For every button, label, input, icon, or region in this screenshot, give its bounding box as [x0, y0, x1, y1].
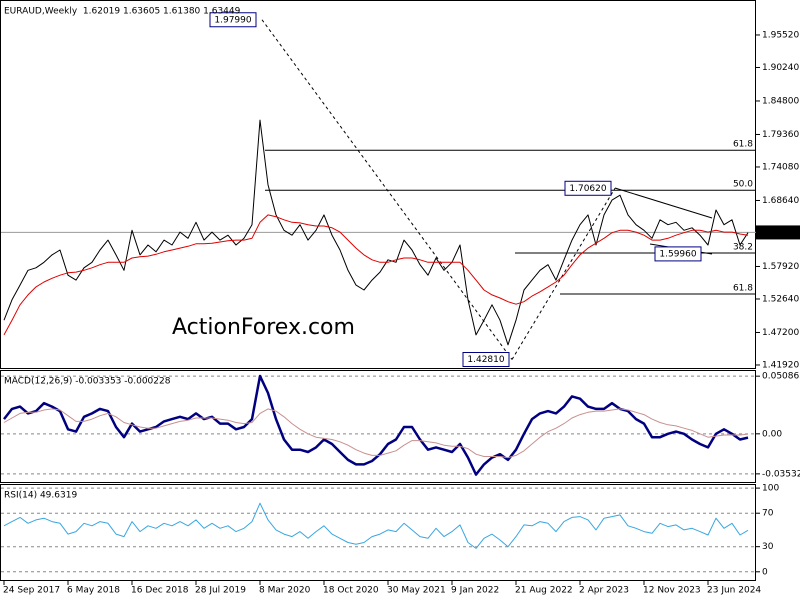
y-tick-label: 100 [762, 484, 779, 494]
y-tick-label: 0 [762, 567, 768, 577]
annotation-box [654, 246, 702, 262]
y-tick-label: 1.57920 [762, 262, 799, 272]
last-price-label: 1.63449 [760, 228, 797, 238]
x-tick-label: 16 Dec 2018 [131, 586, 189, 596]
y-tick-label: 1.52640 [762, 294, 799, 304]
y-tick-label: 1.68640 [762, 196, 799, 206]
panel-title: EURAUD,Weekly 1.62019 1.63605 1.61380 1.… [4, 7, 241, 17]
fib-level-label: 50.0 [733, 180, 753, 190]
y-tick-label: -0.035322 [762, 469, 800, 479]
series-line [3, 119, 749, 346]
annotation-label: 1.70620 [569, 184, 606, 194]
x-tick-label: 21 Aug 2022 [515, 586, 573, 596]
x-tick-label: 9 Jan 2022 [451, 586, 499, 596]
price-panel-frame [0, 0, 756, 369]
annotation-label: 1.59960 [659, 249, 696, 259]
last-price-box [756, 225, 800, 240]
x-tick-label: 28 Jul 2019 [195, 586, 246, 596]
rsi-panel-frame [0, 484, 756, 581]
x-tick-label: 24 Sep 2017 [3, 586, 60, 596]
x-tick-label: 23 Jun 2024 [707, 586, 761, 596]
y-tick-label: 70 [762, 509, 774, 519]
swing-line [261, 19, 513, 360]
annotation-box [209, 12, 257, 28]
annotation-label: 1.42810 [467, 355, 504, 365]
watermark: ActionForex.com [172, 315, 355, 340]
y-tick-label: 1.74080 [762, 162, 799, 172]
macd-panel-frame [0, 370, 756, 483]
y-tick-label: 1.47200 [762, 328, 799, 338]
x-tick-label: 12 Nov 2023 [643, 586, 701, 596]
x-tick-label: 18 Oct 2020 [323, 586, 379, 596]
y-tick-label: 0.050863 [762, 372, 800, 382]
x-tick-label: 30 May 2021 [387, 586, 446, 596]
series-line [3, 214, 749, 336]
fib-level-label: 38.2 [733, 243, 753, 253]
y-tick-label: 1.79360 [762, 130, 799, 140]
y-tick-label: 1.84800 [762, 96, 799, 106]
fib-level-label: 61.8 [733, 140, 753, 150]
y-tick-label: 1.41920 [762, 360, 799, 370]
y-tick-label: 0.00 [762, 429, 782, 439]
annotation-box [564, 180, 612, 196]
x-tick-label: 8 Mar 2020 [259, 586, 311, 596]
panel-title: RSI(14) 49.6319 [4, 491, 77, 501]
series-line [3, 374, 749, 476]
y-tick-label: 30 [762, 542, 774, 552]
annotation-label: 1.97990 [214, 15, 251, 25]
fib-level-label: 61.8 [733, 283, 753, 293]
annotation-box [462, 352, 510, 368]
series-line [3, 408, 749, 459]
panel-title: MACD(12,26,9) -0.003353 -0.000228 [4, 377, 171, 387]
x-tick-label: 6 May 2018 [67, 586, 120, 596]
y-tick-label: 1.90240 [762, 63, 799, 73]
trend-line [614, 187, 713, 219]
series-line [3, 502, 749, 549]
x-tick-label: 2 Apr 2023 [579, 586, 629, 596]
y-tick-label: 1.95520 [762, 30, 799, 40]
